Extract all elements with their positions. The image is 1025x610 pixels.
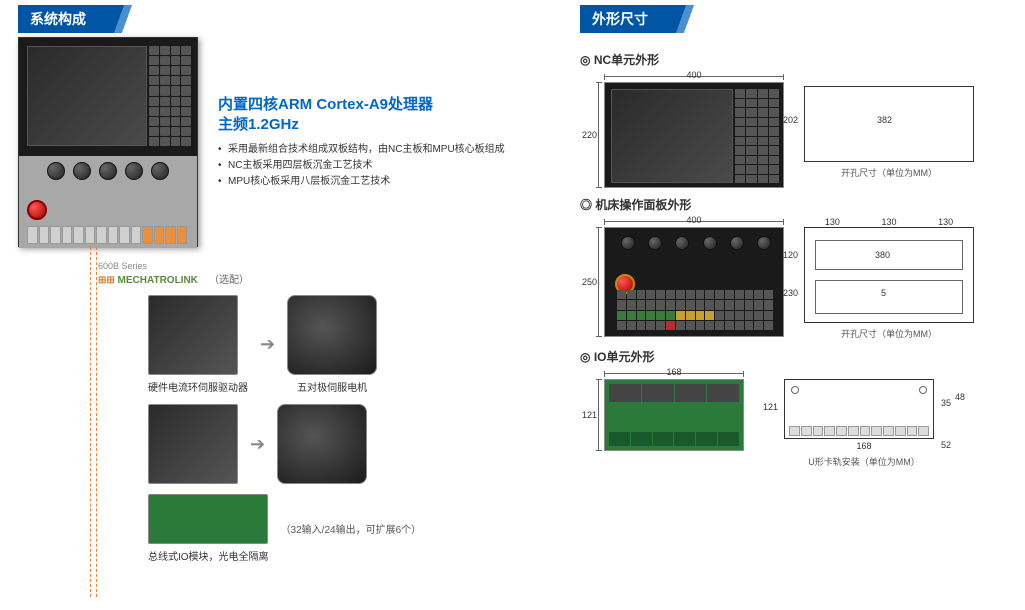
panel-height-label: 250 <box>582 277 597 287</box>
servo-drive-caption: 硬件电流环伺服驱动器 <box>148 379 248 394</box>
nc-unit-title: NC单元外形 <box>580 51 1000 68</box>
nc-outline-caption: 开孔尺寸（单位为MM） <box>804 166 974 179</box>
motor2-img <box>277 404 367 484</box>
nc-hole-h: 202 <box>783 115 798 125</box>
io-width-label: 168 <box>666 367 681 377</box>
io-dim-block: 168 121 121 35 48 52 168 U形卡轨安装（单位为MM） <box>580 379 1000 468</box>
drive2-img <box>148 404 238 484</box>
panel-outline-caption: 开孔尺寸（单位为MM） <box>804 327 974 340</box>
processor-bullets: 采用最新组合技术组成双板结构，由NC主板和MPU核心板组成 NC主板采用四层板沉… <box>218 142 518 190</box>
io-outline-caption: U形卡轨安装（单位为MM） <box>784 455 944 468</box>
io-row: 总线式IO模块，光电全隔离 （32输入/24输出，可扩展6个） <box>148 494 421 563</box>
io-photo <box>604 379 744 451</box>
nc-hole-w: 382 <box>877 115 892 125</box>
panel-small: 5 <box>881 288 886 298</box>
servo-drive-img <box>148 295 238 375</box>
panel-photo <box>604 227 784 337</box>
io-spec: （32输入/24输出，可扩展6个） <box>281 521 422 536</box>
nc-photo <box>604 82 784 188</box>
processor-title-line1: 内置四核ARM Cortex-A9处理器 <box>218 95 518 115</box>
io-module-caption: 总线式IO模块，光电全隔离 <box>148 548 269 563</box>
bullet-1: 采用最新组合技术组成双板结构，由NC主板和MPU核心板组成 <box>218 142 518 158</box>
panel-width-label: 400 <box>686 215 701 225</box>
io-d48: 48 <box>955 392 965 402</box>
mechatrolink-logo: ⊞⊞ MECHATROLINK <box>98 275 198 286</box>
processor-info: 内置四核ARM Cortex-A9处理器 主频1.2GHz 采用最新组合技术组成… <box>218 95 518 190</box>
products-area: 硬件电流环伺服驱动器 ➔ 五对极伺服电机 ➔ 总线式IO模块，光电全隔离 （32… <box>148 295 421 573</box>
io-module-img <box>148 494 268 544</box>
panel-dim-block: 400 250 130 130 130 380 120 230 5 开孔尺寸（单… <box>580 227 1000 340</box>
dimensions-header: 外形尺寸 <box>580 5 680 33</box>
panel-130-2: 130 <box>861 217 918 227</box>
nc-width-label: 400 <box>686 70 701 80</box>
panel-130-1: 130 <box>804 217 861 227</box>
io-height-label: 121 <box>582 410 597 420</box>
cnc-unit-illustration <box>18 37 198 247</box>
system-composition-header: 系统构成 <box>18 5 118 33</box>
mechatrolink-row: 600B Series ⊞⊞ MECHATROLINK （选配） <box>98 261 249 286</box>
servo-motor-img <box>287 295 377 375</box>
arrow-icon: ➔ <box>250 434 265 455</box>
spindle-row: ➔ <box>148 404 421 484</box>
panel-outline: 380 120 230 5 <box>804 227 974 323</box>
nc-dim-block: 400 220 382 202 开孔尺寸（单位为MM） <box>580 82 1000 188</box>
series-label: 600B Series <box>98 261 249 271</box>
arrow-icon: ➔ <box>260 334 275 355</box>
nc-outline: 382 202 <box>804 86 974 162</box>
bullet-3: MPU核心板采用八层板沉金工艺技术 <box>218 174 518 190</box>
panel-hole-h2: 230 <box>783 288 798 298</box>
option-label: （选配） <box>209 275 249 286</box>
servo-row: 硬件电流环伺服驱动器 ➔ 五对极伺服电机 <box>148 295 421 394</box>
left-column: 系统构成 内置四核ARM <box>18 5 558 33</box>
nc-height-label: 220 <box>582 130 597 140</box>
right-column: 外形尺寸 NC单元外形 400 <box>580 5 1000 476</box>
io-outline: 121 35 48 52 168 U形卡轨安装（单位为MM） <box>784 379 944 468</box>
processor-title-line2: 主频1.2GHz <box>218 115 518 135</box>
servo-motor-caption: 五对极伺服电机 <box>287 379 377 394</box>
io-title: IO单元外形 <box>580 348 1000 365</box>
panel-hole-h1: 120 <box>783 250 798 260</box>
panel-hole-w: 380 <box>875 250 890 260</box>
bullet-2: NC主板采用四层板沉金工艺技术 <box>218 158 518 174</box>
panel-130-3: 130 <box>917 217 974 227</box>
io-out-h: 121 <box>763 402 778 412</box>
io-out-w: 168 <box>784 441 944 451</box>
panel-title: 机床操作面板外形 <box>580 196 1000 213</box>
io-d35: 35 <box>941 398 951 408</box>
